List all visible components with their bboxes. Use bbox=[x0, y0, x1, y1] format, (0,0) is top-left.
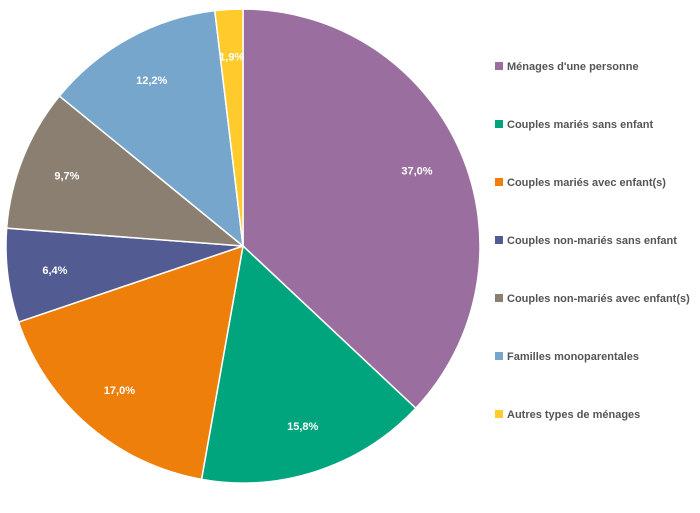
legend-label-1: Ménages d'une personne bbox=[507, 61, 639, 73]
slice-labels: 37,0% 15,8% 17,0% 6,4% 9,7% 12,2% 1,9% bbox=[42, 52, 432, 433]
pie-slice-1 bbox=[242, 8, 481, 410]
pie-slice-6 bbox=[58, 9, 244, 248]
slice-data-label-7: 1,9% bbox=[219, 52, 244, 64]
legend-swatch-2 bbox=[495, 120, 503, 128]
legend-label-7: Autres types de ménages bbox=[507, 409, 640, 421]
pie-slice-7 bbox=[213, 8, 244, 247]
legend-label-4: Couples non-mariés sans enfant bbox=[507, 235, 677, 247]
slice-data-label-3: 17,0% bbox=[104, 385, 135, 397]
pie-slices bbox=[5, 8, 481, 484]
pie-slice-2 bbox=[200, 244, 417, 484]
pie-slice-3 bbox=[17, 244, 244, 481]
legend-label-2: Couples mariés sans enfant bbox=[507, 119, 653, 131]
legend-label-6: Familles monoparentales bbox=[507, 351, 639, 363]
slice-data-label-2: 15,8% bbox=[287, 421, 318, 433]
slice-data-label-1: 37,0% bbox=[401, 166, 432, 178]
legend: Ménages d'une personne Couples mariés san… bbox=[495, 61, 690, 421]
slice-data-label-6: 12,2% bbox=[136, 75, 167, 87]
legend-swatch-6 bbox=[495, 352, 503, 360]
pie-slice-5 bbox=[5, 95, 246, 247]
legend-swatch-1 bbox=[495, 62, 503, 70]
legend-label-5: Couples non-mariés avec enfant(s) bbox=[507, 293, 690, 305]
slice-data-label-4: 6,4% bbox=[42, 265, 67, 277]
legend-label-3: Couples mariés avec enfant(s) bbox=[507, 177, 666, 189]
legend-swatch-7 bbox=[495, 410, 503, 418]
legend-swatch-4 bbox=[495, 236, 503, 244]
legend-swatch-3 bbox=[495, 178, 503, 186]
slice-data-label-5: 9,7% bbox=[54, 171, 79, 183]
legend-swatch-5 bbox=[495, 294, 503, 302]
